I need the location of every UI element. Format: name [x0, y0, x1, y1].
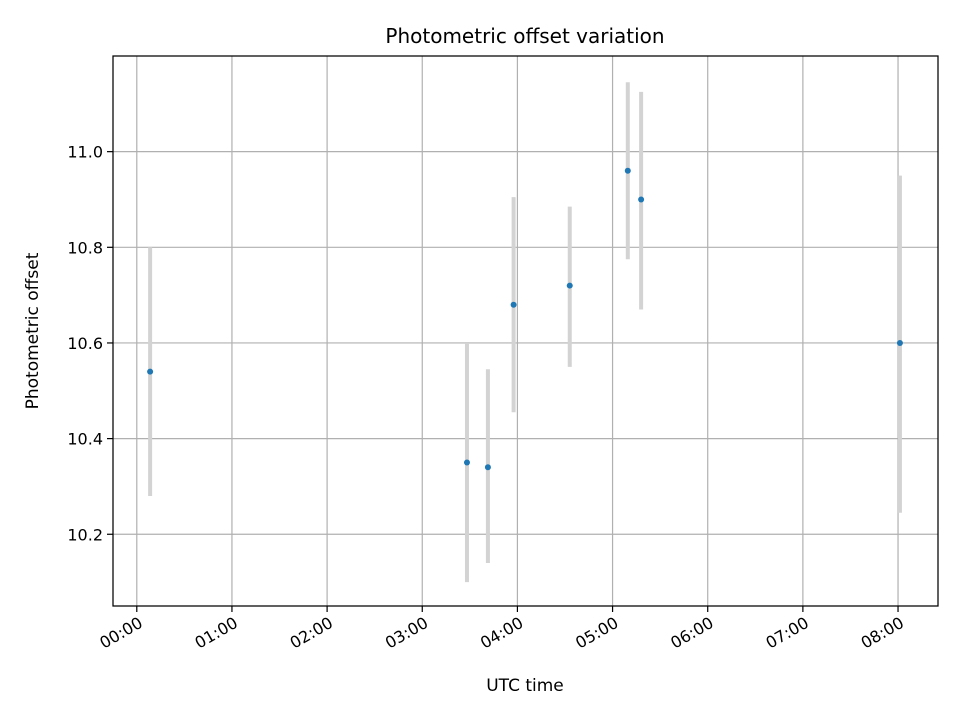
- data-point: [638, 196, 645, 203]
- data-point: [463, 459, 470, 466]
- data-point: [566, 282, 573, 289]
- y-tick-label: 10.4: [67, 430, 103, 449]
- grid: [113, 56, 938, 606]
- chart-title: Photometric offset variation: [385, 24, 664, 48]
- data-point: [896, 339, 903, 346]
- y-tick-label: 11.0: [67, 143, 103, 162]
- x-axis-title: UTC time: [486, 676, 564, 696]
- y-axis-title: Photometric offset: [23, 252, 43, 409]
- data-points: [147, 167, 903, 471]
- y-tick-label: 10.6: [67, 334, 103, 353]
- data-point: [484, 464, 491, 471]
- y-tick-label: 10.8: [67, 238, 103, 257]
- data-point: [510, 301, 517, 308]
- data-point: [147, 368, 154, 375]
- y-tick-label: 10.2: [67, 525, 103, 544]
- data-point: [624, 167, 631, 174]
- plot-frame: [112, 55, 939, 607]
